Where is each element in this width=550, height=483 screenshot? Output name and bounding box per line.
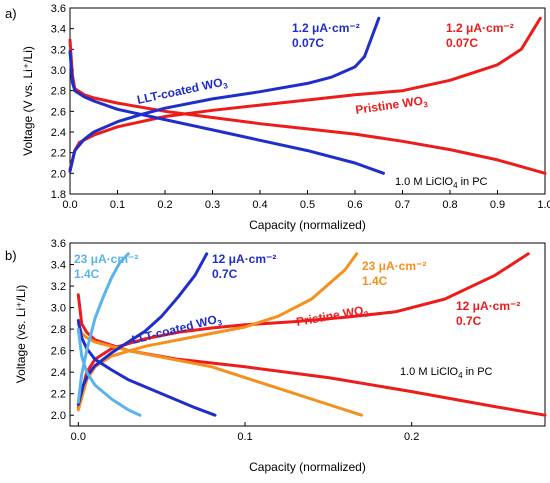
panel-b-y-tick-label: 2.2 xyxy=(51,389,66,401)
panel-a-y-tick-label: 2.8 xyxy=(51,86,66,98)
panel-a-blue-rate-label: 0.07C xyxy=(292,36,324,50)
panel-a-blue-curve-2 xyxy=(68,16,381,173)
panel-b-series xyxy=(76,252,547,417)
panel-b-pristine-text: Pristine WO xyxy=(295,303,364,329)
panel-a-llt-text: LLT-coated WO xyxy=(136,75,224,107)
panel-a-y-tick-label: 3.6 xyxy=(51,3,66,15)
panel-a-llt-sub: 3 xyxy=(222,81,229,91)
panel-b-label: b) xyxy=(5,248,17,263)
panel-a-red-curve-1 xyxy=(68,38,547,175)
panel-b-y-tick-label: 2.4 xyxy=(51,367,66,379)
panel-b-lightblue-curve-7 xyxy=(76,327,142,417)
panel-a-y-tick-label: 3.0 xyxy=(51,65,66,77)
panel-b-llt-label: LLT-coated WO3 xyxy=(130,311,223,349)
panel-a-x-ticks: 0.0 0.1 0.2 0.3 0.4 0.5 0.6 0.7 0.8 0.9 1.0 xyxy=(62,190,550,211)
panel-b-lightblue-rate-label: 1.4C xyxy=(74,267,100,281)
panel-b-frame xyxy=(69,242,546,427)
panel-b-orange-curve-3 xyxy=(76,322,364,417)
panel-b-x-tick-label: 0.2 xyxy=(404,431,419,443)
panel-a-electrolyte-note: 1.0 M LiClO4 in PC xyxy=(395,176,488,190)
panel-a-x-tick-label: 0.0 xyxy=(62,199,77,211)
panel-a-y-tick-label: 2.2 xyxy=(51,148,66,160)
panel-a-red-rate-label: 0.07C xyxy=(446,36,478,50)
panel-a-y-tick-label: 3.2 xyxy=(51,44,66,56)
panel-b-electrolyte-note: 1.0 M LiClO4 in PC xyxy=(400,366,493,380)
panel-b-llt-sub: 3 xyxy=(217,318,224,328)
panel-b-y-tick-label: 3.2 xyxy=(51,281,66,293)
panel-b-x-tick-label: 0.0 xyxy=(71,431,86,443)
panel-a-label: a) xyxy=(5,6,17,21)
panel-a-x-tick-label: 1.0 xyxy=(537,199,550,211)
panel-b-note-main: 1.0 M LiClO xyxy=(400,366,459,378)
panel-b-lightblue-current-label: 23 μA·cm⁻² xyxy=(74,252,138,266)
panel-a-note-main: 1.0 M LiClO xyxy=(395,176,454,188)
panel-b-blue-curve-5 xyxy=(76,319,217,417)
panel-a-pristine-sub: 3 xyxy=(423,100,429,110)
panel-b-note-tail: in PC xyxy=(463,366,493,378)
panel-a-x-axis-label: Capacity (normalized) xyxy=(249,218,366,232)
panel-a-note-sub: 4 xyxy=(453,181,458,190)
panel-a-blue-current-label: 1.2 μA·cm⁻² xyxy=(292,21,360,35)
panel-a-y-tick-label: 1.8 xyxy=(51,189,66,201)
panel-b-y-axis-label: Voltage (vs. Li⁺/Li) xyxy=(14,285,28,383)
panel-b-y-tick-label: 3.4 xyxy=(51,260,66,272)
panel-a-y-tick-label: 2.0 xyxy=(51,168,66,180)
panel-b-x-axis-label: Capacity (normalized) xyxy=(249,460,366,474)
panel-a-x-tick-label: 0.2 xyxy=(157,199,172,211)
panel-b-y-tick-label: 2.8 xyxy=(51,324,66,336)
panel-a-x-tick-label: 0.6 xyxy=(347,199,362,211)
panel-b-x-ticks: 0.0 0.1 0.2 xyxy=(71,422,419,443)
panel-a: a) 0.0 0.1 0.2 0.3 0.4 0.5 0.6 0.7 0.8 0.9 1.0 1.8… xyxy=(5,3,550,232)
panel-b-pristine-sub: 3 xyxy=(363,309,369,319)
panel-b: b) 0.0 0.1 0.2 2.0 2.2 2.4 2.6 2.8 3.0 3.2 3.4 3.6… xyxy=(5,238,547,474)
panel-a-x-tick-label: 0.5 xyxy=(300,199,315,211)
panel-a-y-ticks: 1.8 2.0 2.2 2.4 2.6 2.8 3.0 3.2 3.4 3.6 xyxy=(51,3,74,201)
panel-b-blue-rate-label: 0.7C xyxy=(212,267,238,281)
panel-a-red-current-label: 1.2 μA·cm⁻² xyxy=(446,21,514,35)
panel-b-x-tick-label: 0.1 xyxy=(237,431,252,443)
panel-b-pristine-label: Pristine WO3 xyxy=(295,302,370,330)
panel-a-y-tick-label: 2.6 xyxy=(51,106,66,118)
panel-a-y-axis-label: Voltage (V vs. Li⁺/Li) xyxy=(21,46,35,156)
panel-b-red-current-label: 12 μA·cm⁻² xyxy=(456,299,520,313)
panel-a-x-tick-label: 0.9 xyxy=(490,199,505,211)
panel-b-red-curve-0 xyxy=(76,252,530,410)
panel-b-y-tick-label: 2.0 xyxy=(51,410,66,422)
panel-b-lightblue-curve-6 xyxy=(76,252,130,404)
panel-a-x-tick-label: 0.1 xyxy=(110,199,125,211)
panel-b-y-tick-label: 2.6 xyxy=(51,346,66,358)
panel-b-y-tick-label: 3.6 xyxy=(51,238,66,250)
panel-a-y-tick-label: 3.4 xyxy=(51,24,66,36)
panel-a-y-tick-label: 2.4 xyxy=(51,127,66,139)
panel-b-orange-rate-label: 1.4C xyxy=(362,274,388,288)
panel-b-orange-current-label: 23 μA·cm⁻² xyxy=(362,259,426,273)
panel-a-pristine-text: Pristine WO xyxy=(354,94,423,117)
panel-a-blue-curve-3 xyxy=(68,49,385,175)
panel-a-pristine-label: Pristine WO3 xyxy=(354,93,429,119)
panel-b-y-tick-label: 3.0 xyxy=(51,303,66,315)
panel-b-y-ticks: 2.0 2.2 2.4 2.6 2.8 3.0 3.2 3.4 3.6 xyxy=(51,238,74,422)
panel-a-note-tail: in PC xyxy=(458,176,488,188)
panel-a-x-tick-label: 0.3 xyxy=(205,199,220,211)
panel-a-x-tick-label: 0.4 xyxy=(252,199,267,211)
panel-b-blue-current-label: 12 μA·cm⁻² xyxy=(212,252,276,266)
panel-b-note-sub: 4 xyxy=(458,371,463,380)
panel-a-series xyxy=(68,16,547,175)
panel-b-blue-curve-4 xyxy=(76,252,209,406)
panel-a-x-tick-label: 0.8 xyxy=(442,199,457,211)
panel-b-red-rate-label: 0.7C xyxy=(456,314,482,328)
panel-a-x-tick-label: 0.7 xyxy=(395,199,410,211)
